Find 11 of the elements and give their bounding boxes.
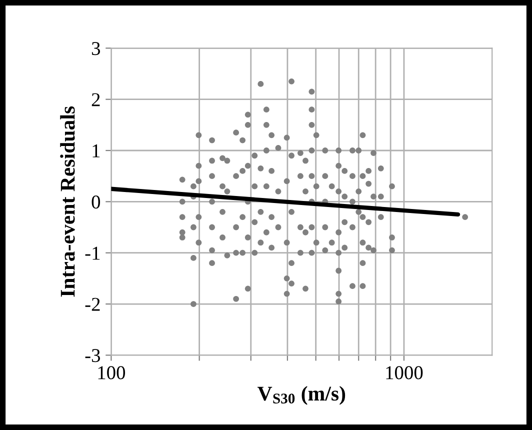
x-tick-label: 100 — [98, 366, 126, 380]
y-tick-label: -2 — [85, 298, 100, 311]
y-tick-label: -1 — [85, 246, 100, 260]
y-axis-title: Intra-event Residuals — [60, 106, 75, 297]
x-tick-label: 1000 — [386, 366, 423, 380]
y-tick-label: 2 — [92, 93, 100, 106]
y-tick-label: -3 — [85, 349, 100, 362]
x-axis-title: V$_{S30}$ (m/s) — [258, 386, 346, 405]
y-tick-label: 0 — [92, 195, 100, 209]
y-tick-label: 1 — [92, 144, 100, 158]
y-tick-label: 3 — [92, 42, 100, 56]
